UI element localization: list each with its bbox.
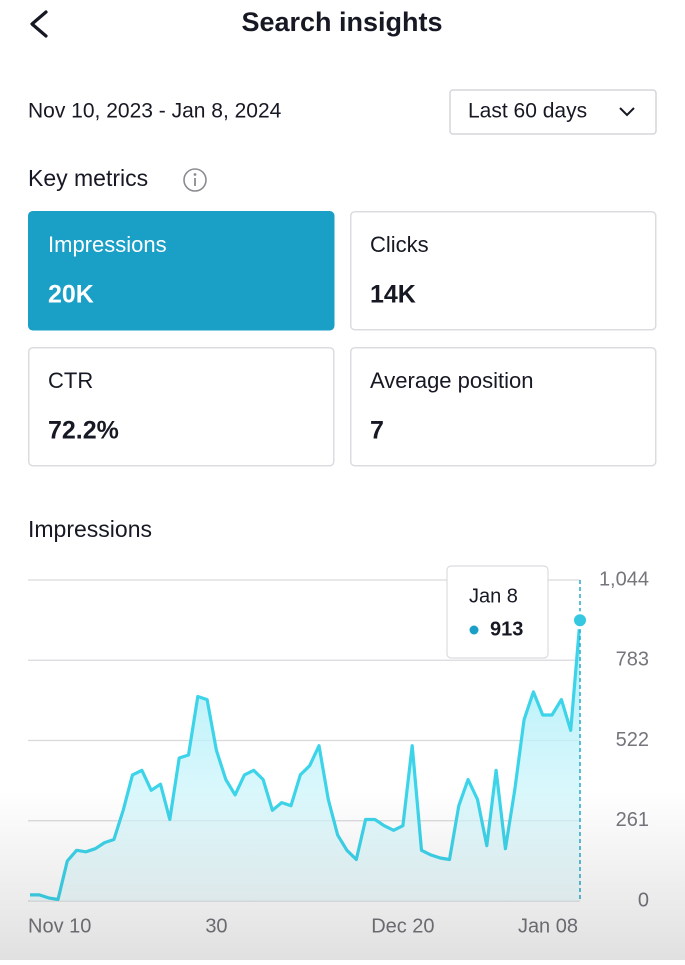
metric-card[interactable]	[350, 347, 657, 467]
metric-card[interactable]	[28, 347, 335, 467]
info-dot[interactable]	[193, 173, 197, 176]
bottom-shade	[0, 790, 685, 960]
back-button[interactable]	[30, 10, 48, 38]
metric-card[interactable]	[350, 211, 657, 331]
y-tick-label: 1,044	[599, 568, 649, 590]
metric-label[interactable]: Average position	[370, 368, 534, 393]
page-title: Search insights	[241, 7, 442, 37]
metric-label[interactable]: Impressions	[48, 232, 167, 257]
info-icon[interactable]	[183, 168, 207, 192]
info-circle[interactable]	[183, 168, 207, 192]
tooltip-dot	[469, 625, 479, 635]
hover-point-core	[574, 614, 586, 627]
metric-value[interactable]: 72.2%	[48, 417, 119, 445]
y-tick-label: 522	[616, 729, 649, 751]
metric-value[interactable]: 14K	[370, 281, 416, 309]
metric-label[interactable]: CTR	[48, 368, 93, 393]
metric-value[interactable]: 20K	[48, 281, 94, 309]
metric-card[interactable]	[28, 211, 335, 331]
metric-value[interactable]: 7	[370, 417, 384, 445]
dropdown-box[interactable]	[449, 89, 657, 135]
tooltip-date: Jan 8	[469, 585, 518, 607]
dropdown-label[interactable]: Last 60 days	[468, 100, 587, 123]
y-tick-label: 783	[616, 649, 649, 671]
tooltip-box	[446, 565, 549, 659]
date-range: Nov 10, 2023 - Jan 8, 2024	[28, 100, 282, 123]
dropdown-chevron[interactable]	[619, 107, 635, 117]
section-title: Key metrics	[28, 165, 148, 191]
chart-title: Impressions	[28, 516, 152, 542]
period-dropdown[interactable]: Last 60 days	[449, 89, 657, 135]
metric-label[interactable]: Clicks	[370, 232, 429, 257]
tooltip-value: 913	[490, 618, 523, 640]
